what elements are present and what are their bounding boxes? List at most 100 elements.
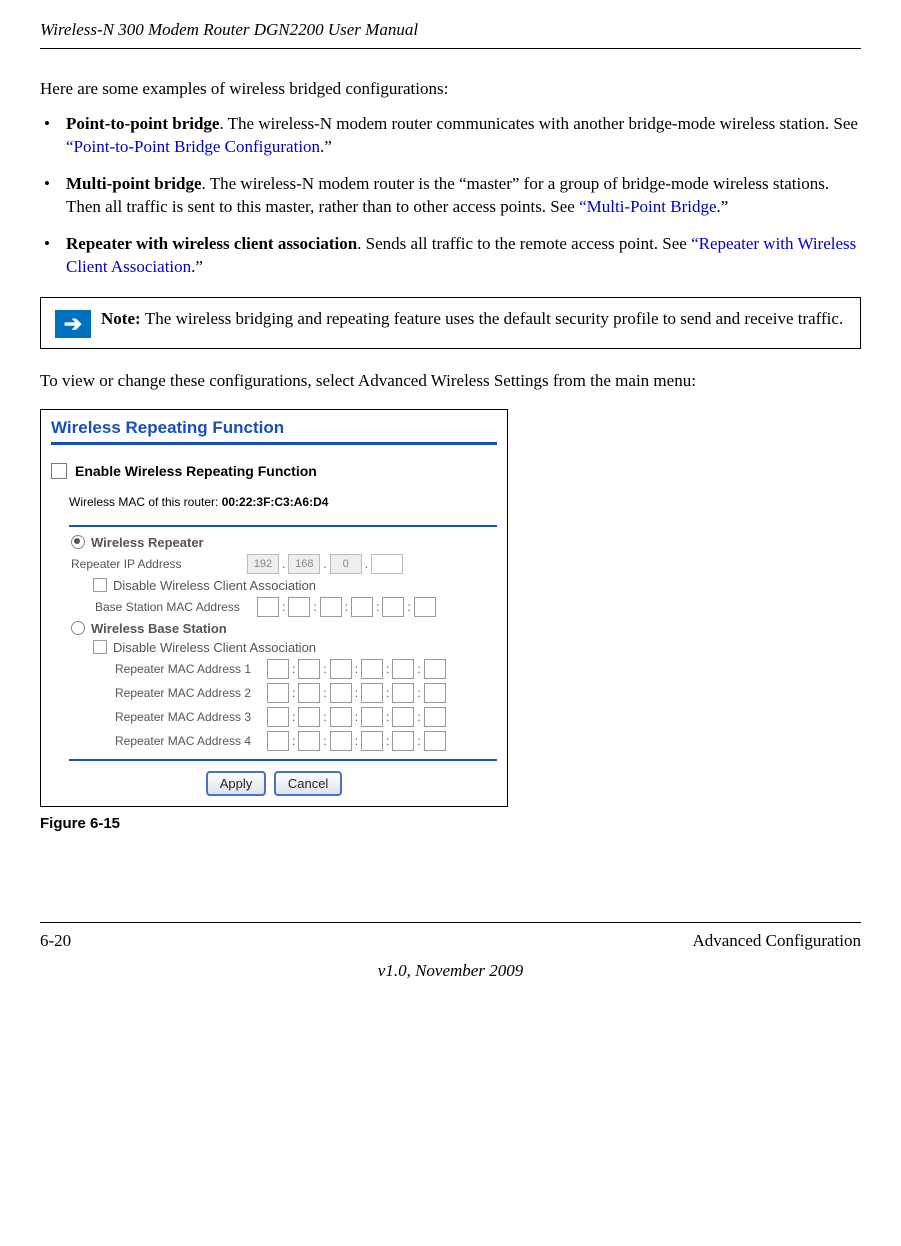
ip-dot: .: [279, 557, 288, 571]
mac-octet-input[interactable]: [330, 707, 352, 727]
mac-octet-input[interactable]: [257, 597, 279, 617]
mac-octet-input[interactable]: [424, 707, 446, 727]
bullet-list: Point-to-point bridge. The wireless-N mo…: [40, 113, 861, 279]
mac-octet-input[interactable]: [298, 659, 320, 679]
cancel-button[interactable]: Cancel: [274, 771, 342, 796]
mac-octet-input[interactable]: [361, 731, 383, 751]
mac-octet-input[interactable]: [267, 659, 289, 679]
bullet-item: Point-to-point bridge. The wireless-N mo…: [66, 113, 861, 159]
repeater-radio[interactable]: [71, 535, 85, 549]
mac-octet-input[interactable]: [330, 683, 352, 703]
repeater-mac-row: Repeater MAC Address 4:::::: [115, 731, 497, 751]
arrow-glyph: ➔: [64, 311, 82, 337]
mac-octet-input[interactable]: [330, 659, 352, 679]
mac-colon: :: [322, 710, 327, 724]
mac-colon: :: [385, 686, 390, 700]
disable-assoc-row: Disable Wireless Client Association: [93, 578, 497, 593]
bullet-title: Repeater with wireless client associatio…: [66, 234, 357, 253]
mac-octet-input[interactable]: [298, 731, 320, 751]
mac-octet-input[interactable]: [382, 597, 404, 617]
mac-octet-input[interactable]: [424, 659, 446, 679]
screenshot-title: Wireless Repeating Function: [51, 412, 497, 442]
note-box: ➔ Note: The wireless bridging and repeat…: [40, 297, 861, 349]
mac-octet-input[interactable]: [361, 707, 383, 727]
disable-assoc-checkbox[interactable]: [93, 578, 107, 592]
ip-octet-input[interactable]: 168: [288, 554, 320, 574]
mac-colon: :: [291, 734, 296, 748]
mac-octet-input[interactable]: [267, 731, 289, 751]
base-station-radio-row: Wireless Base Station: [71, 621, 497, 636]
wireless-mac-row: Wireless MAC of this router: 00:22:3F:C3…: [69, 495, 497, 509]
screenshot-panel: Wireless Repeating Function Enable Wirel…: [43, 412, 505, 804]
enable-checkbox-row: Enable Wireless Repeating Function: [51, 463, 497, 479]
base-station-radio-label: Wireless Base Station: [91, 621, 227, 636]
mac-octet-input[interactable]: [298, 683, 320, 703]
repeater-ip-row: Repeater IP Address 192. 168. 0.: [71, 554, 497, 574]
bullet-title: Point-to-point bridge: [66, 114, 219, 133]
ip-octet-input[interactable]: 192: [247, 554, 279, 574]
mac-octet-input[interactable]: [424, 683, 446, 703]
repeater-mac-row: Repeater MAC Address 1:::::: [115, 659, 497, 679]
mac-colon: :: [375, 600, 380, 614]
mac-colon: :: [281, 600, 286, 614]
ip-octet-input[interactable]: [371, 554, 403, 574]
page-header: Wireless-N 300 Modem Router DGN2200 User…: [40, 20, 861, 49]
disable-assoc-checkbox-2[interactable]: [93, 640, 107, 654]
mac-octet-input[interactable]: [267, 683, 289, 703]
mac-colon: :: [322, 734, 327, 748]
note-prefix: Note:: [101, 309, 145, 328]
mac-colon: :: [385, 710, 390, 724]
mac-octet-input[interactable]: [288, 597, 310, 617]
mac-colon: :: [354, 710, 359, 724]
mac-octet-input[interactable]: [320, 597, 342, 617]
mac-octet-input[interactable]: [298, 707, 320, 727]
button-row: Apply Cancel: [51, 771, 497, 796]
mac-octet-input[interactable]: [361, 683, 383, 703]
mac-colon: :: [406, 600, 411, 614]
mac-colon: :: [322, 686, 327, 700]
mac-colon: :: [385, 734, 390, 748]
mac-octet-input[interactable]: [392, 683, 414, 703]
page-footer: 6-20 Advanced Configuration: [40, 922, 861, 951]
mac-colon: :: [322, 662, 327, 676]
screenshot-container: Wireless Repeating Function Enable Wirel…: [40, 409, 508, 807]
bullet-item: Multi-point bridge. The wireless-N modem…: [66, 173, 861, 219]
mac-octet-input[interactable]: [330, 731, 352, 751]
ip-octet-input[interactable]: 0: [330, 554, 362, 574]
apply-button[interactable]: Apply: [206, 771, 267, 796]
bullet-link: “Multi-Point Bridge: [579, 197, 716, 216]
mac-colon: :: [291, 686, 296, 700]
mac-colon: :: [416, 734, 421, 748]
base-station-radio[interactable]: [71, 621, 85, 635]
mac-colon: :: [416, 662, 421, 676]
repeater-ip-label: Repeater IP Address: [71, 557, 247, 571]
mac-octet-input[interactable]: [361, 659, 383, 679]
mac-octet-input[interactable]: [351, 597, 373, 617]
disable-assoc-row-2: Disable Wireless Client Association: [93, 640, 497, 655]
note-arrow-icon: ➔: [55, 310, 91, 338]
enable-checkbox[interactable]: [51, 463, 67, 479]
bullet-title: Multi-point bridge: [66, 174, 202, 193]
mac-colon: :: [344, 600, 349, 614]
repeater-mac-label: Repeater MAC Address 3: [115, 710, 265, 724]
bullet-item: Repeater with wireless client associatio…: [66, 233, 861, 279]
repeater-radio-label: Wireless Repeater: [91, 535, 204, 550]
mac-octet-input[interactable]: [267, 707, 289, 727]
view-text: To view or change these configurations, …: [40, 371, 861, 391]
mac-octet-input[interactable]: [424, 731, 446, 751]
mac-octet-input[interactable]: [392, 707, 414, 727]
mac-octet-input[interactable]: [414, 597, 436, 617]
disable-assoc-label-2: Disable Wireless Client Association: [113, 640, 316, 655]
mac-octet-input[interactable]: [392, 731, 414, 751]
repeater-radio-row: Wireless Repeater: [71, 535, 497, 550]
repeater-mac-label: Repeater MAC Address 2: [115, 686, 265, 700]
figure-caption: Figure 6-15: [40, 815, 861, 832]
options-section: Wireless Repeater Repeater IP Address 19…: [69, 525, 497, 751]
repeater-mac-label: Repeater MAC Address 4: [115, 734, 265, 748]
base-station-indent-block: Disable Wireless Client Association: [93, 640, 497, 655]
mac-octet-input[interactable]: [392, 659, 414, 679]
mac-colon: :: [416, 710, 421, 724]
footer-version: v1.0, November 2009: [40, 961, 861, 981]
repeater-mac-list: Repeater MAC Address 1:::::Repeater MAC …: [113, 659, 497, 751]
repeater-indent-block: Disable Wireless Client Association Base…: [93, 578, 497, 617]
